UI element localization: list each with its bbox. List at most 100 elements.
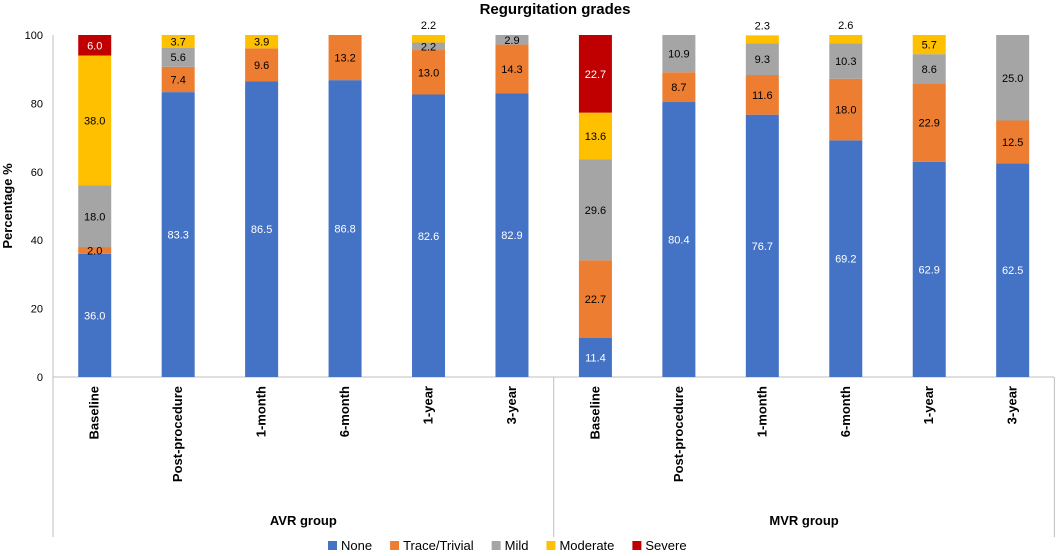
data-label: 5.7	[922, 40, 937, 52]
data-label: 62.9	[919, 264, 940, 276]
data-label: 36.0	[84, 310, 105, 322]
legend-swatch	[546, 541, 556, 550]
bar-segment-severe	[578, 35, 612, 113]
data-label: 18.0	[84, 211, 105, 223]
bar-segment-moderate	[912, 35, 946, 55]
x-tick-label: Post-procedure	[170, 386, 185, 482]
y-tick-label: 80	[31, 98, 43, 110]
data-label: 10.3	[835, 56, 856, 68]
data-label: 18.0	[835, 105, 856, 117]
data-label: 6.0	[87, 40, 102, 52]
data-label: 76.7	[752, 241, 773, 253]
data-label: 38.0	[84, 116, 105, 128]
x-tick-label: 6-month	[337, 386, 352, 437]
x-tick-label: 1-year	[921, 386, 936, 424]
bar-segment-trace-trivial	[829, 78, 863, 141]
x-tick-label: Baseline	[87, 386, 102, 439]
data-label: 8.6	[922, 64, 937, 76]
legend-label: Severe	[645, 538, 686, 553]
y-tick-label: 0	[37, 372, 43, 384]
bar-segment-moderate	[578, 112, 612, 160]
x-tick-label: Post-procedure	[671, 386, 686, 482]
bar-segment-mild	[78, 185, 112, 248]
bar-segment-none	[161, 92, 195, 377]
data-label: 22.7	[585, 69, 606, 81]
bar-segment-moderate	[78, 55, 112, 186]
y-axis-label: Percentage %	[0, 163, 15, 249]
legend-swatch	[632, 541, 642, 550]
bar-segment-trace-trivial	[495, 44, 529, 94]
bar-segment-none	[996, 163, 1030, 377]
x-tick-label: 6-month	[838, 386, 853, 437]
group-label: AVR group	[270, 513, 337, 528]
bar-segment-mild	[829, 43, 863, 79]
data-label: 12.5	[1002, 137, 1023, 149]
bar-segment-none	[829, 140, 863, 377]
data-label: 11.6	[752, 90, 773, 102]
bar-segment-mild	[578, 159, 612, 261]
data-label: 7.4	[171, 74, 186, 86]
chart-title: Regurgitation grades	[480, 1, 631, 18]
data-label: 80.4	[668, 235, 689, 247]
bar-segment-moderate	[161, 35, 195, 48]
legend-label: None	[341, 538, 372, 553]
bar-segment-none	[245, 81, 279, 378]
bar-segment-trace-trivial	[662, 72, 696, 103]
legend-label: Trace/Trivial	[403, 538, 474, 553]
y-tick-label: 40	[31, 235, 43, 247]
bar-segment-mild	[745, 43, 779, 76]
x-tick-label: 1-month	[254, 386, 269, 437]
data-label: 3.7	[171, 36, 186, 48]
bar-segment-none	[78, 253, 112, 377]
data-label: 13.0	[418, 67, 439, 79]
data-label: 13.2	[334, 53, 355, 65]
bar-segment-trace-trivial	[412, 50, 446, 95]
bar-segment-trace-trivial	[996, 120, 1030, 164]
data-label: 2.6	[838, 20, 853, 32]
bar-segment-mild	[495, 35, 529, 45]
bar-segment-none	[578, 338, 612, 377]
data-label: 86.8	[334, 224, 355, 236]
data-label: 9.6	[254, 60, 269, 72]
bar-segment-none	[328, 80, 362, 378]
data-label: 69.2	[835, 254, 856, 266]
x-tick-label: Baseline	[587, 386, 602, 439]
data-label: 11.4	[585, 353, 606, 365]
legend-swatch	[328, 541, 337, 550]
bar-segment-moderate	[245, 35, 279, 49]
group-label: MVR group	[769, 513, 838, 528]
legend-label: Mild	[505, 538, 529, 553]
bar-segment-mild	[161, 47, 195, 67]
bar-segment-moderate	[412, 35, 446, 43]
bar-segment-trace-trivial	[328, 35, 362, 81]
data-label: 13.6	[585, 131, 606, 143]
data-label: 10.9	[668, 49, 689, 61]
y-tick-label: 20	[31, 304, 43, 316]
x-tick-label: 3-year	[1005, 386, 1020, 424]
y-tick-label: 100	[25, 30, 43, 42]
x-tick-label: 1-month	[754, 386, 769, 437]
data-label: 62.5	[1002, 265, 1023, 277]
data-label: 83.3	[167, 230, 188, 242]
bar-segment-moderate	[829, 35, 863, 44]
data-label: 2.0	[87, 245, 102, 257]
legend-label: Moderate	[559, 538, 614, 553]
bar-segment-mild	[996, 35, 1030, 121]
x-tick-label: 3-year	[504, 386, 519, 424]
data-label: 2.2	[421, 20, 436, 32]
bar-segment-severe	[78, 35, 112, 56]
data-label: 3.9	[254, 37, 269, 49]
data-label: 2.2	[421, 41, 436, 53]
data-label: 82.9	[501, 230, 522, 242]
bar-segment-trace-trivial	[245, 48, 279, 82]
bar-segment-none	[912, 161, 946, 377]
data-label: 22.9	[919, 118, 940, 130]
bar-segment-mild	[662, 35, 696, 73]
x-tick-label: 1-year	[421, 386, 436, 424]
bar-segment-trace-trivial	[912, 83, 946, 162]
data-label: 29.6	[585, 205, 606, 217]
bar-segment-mild	[912, 54, 946, 84]
bar-segment-none	[745, 114, 779, 377]
data-label: 82.6	[418, 231, 439, 243]
